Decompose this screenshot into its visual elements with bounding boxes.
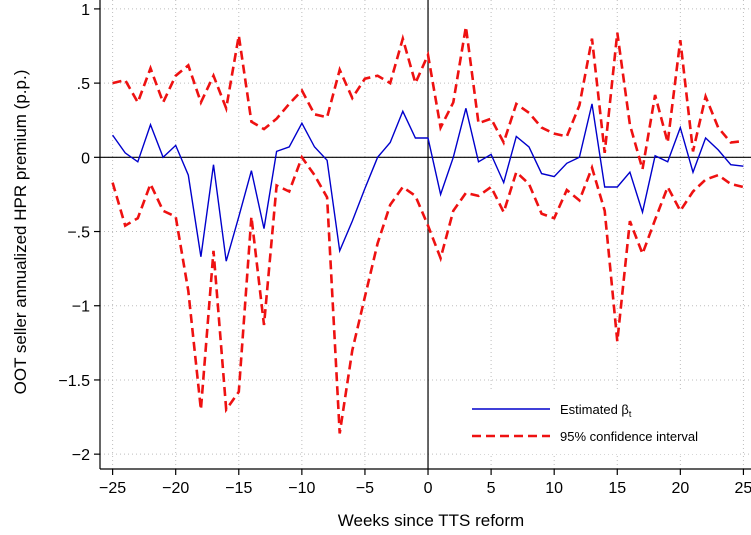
x-tick-label-8: 15 bbox=[608, 480, 626, 497]
plot-area bbox=[100, 0, 751, 469]
series-estimated-beta-line bbox=[112, 103, 744, 262]
series-ci-lower-line bbox=[111, 154, 744, 434]
legend-label-confidence-interval: 95% confidence interval bbox=[560, 429, 698, 444]
y-tick-label-3: −.5 bbox=[67, 225, 90, 242]
y-tick-label-2: 0 bbox=[81, 150, 90, 167]
y-tick-label-0: 1 bbox=[81, 2, 90, 19]
x-tick-label-3: −10 bbox=[288, 480, 315, 497]
series-group bbox=[111, 26, 744, 434]
x-tick-label-2: −15 bbox=[225, 480, 252, 497]
x-tick-label-0: −25 bbox=[99, 480, 126, 497]
x-tick-label-4: −5 bbox=[356, 480, 374, 497]
x-axis-title: Weeks since TTS reform bbox=[338, 511, 524, 530]
x-ticks: −25 −20 −15 −10 −5 0 5 10 15 20 25 bbox=[99, 469, 751, 497]
series-ci-upper-line bbox=[112, 26, 744, 170]
x-tick-label-10: 25 bbox=[735, 480, 751, 497]
y-axis-title: OOT seller annualized HPR premium (p.p.) bbox=[11, 70, 30, 395]
x-tick-label-7: 10 bbox=[545, 480, 563, 497]
y-tick-label-4: −1 bbox=[72, 299, 90, 316]
legend-box bbox=[462, 392, 740, 454]
x-tick-label-5: 0 bbox=[424, 480, 433, 497]
reference-lines bbox=[100, 0, 751, 469]
x-tick-label-6: 5 bbox=[487, 480, 496, 497]
x-tick-label-1: −20 bbox=[162, 480, 189, 497]
y-ticks: 1 .5 0 −.5 −1 −1.5 −2 bbox=[58, 2, 100, 464]
legend: Estimated βt 95% confidence interval bbox=[462, 392, 740, 454]
y-tick-label-5: −1.5 bbox=[58, 373, 90, 390]
legend-label-estimated-beta: Estimated βt bbox=[560, 402, 632, 419]
axes bbox=[99, 0, 751, 470]
x-tick-label-9: 20 bbox=[671, 480, 689, 497]
y-tick-label-6: −2 bbox=[72, 447, 90, 464]
y-tick-label-1: .5 bbox=[77, 76, 90, 93]
